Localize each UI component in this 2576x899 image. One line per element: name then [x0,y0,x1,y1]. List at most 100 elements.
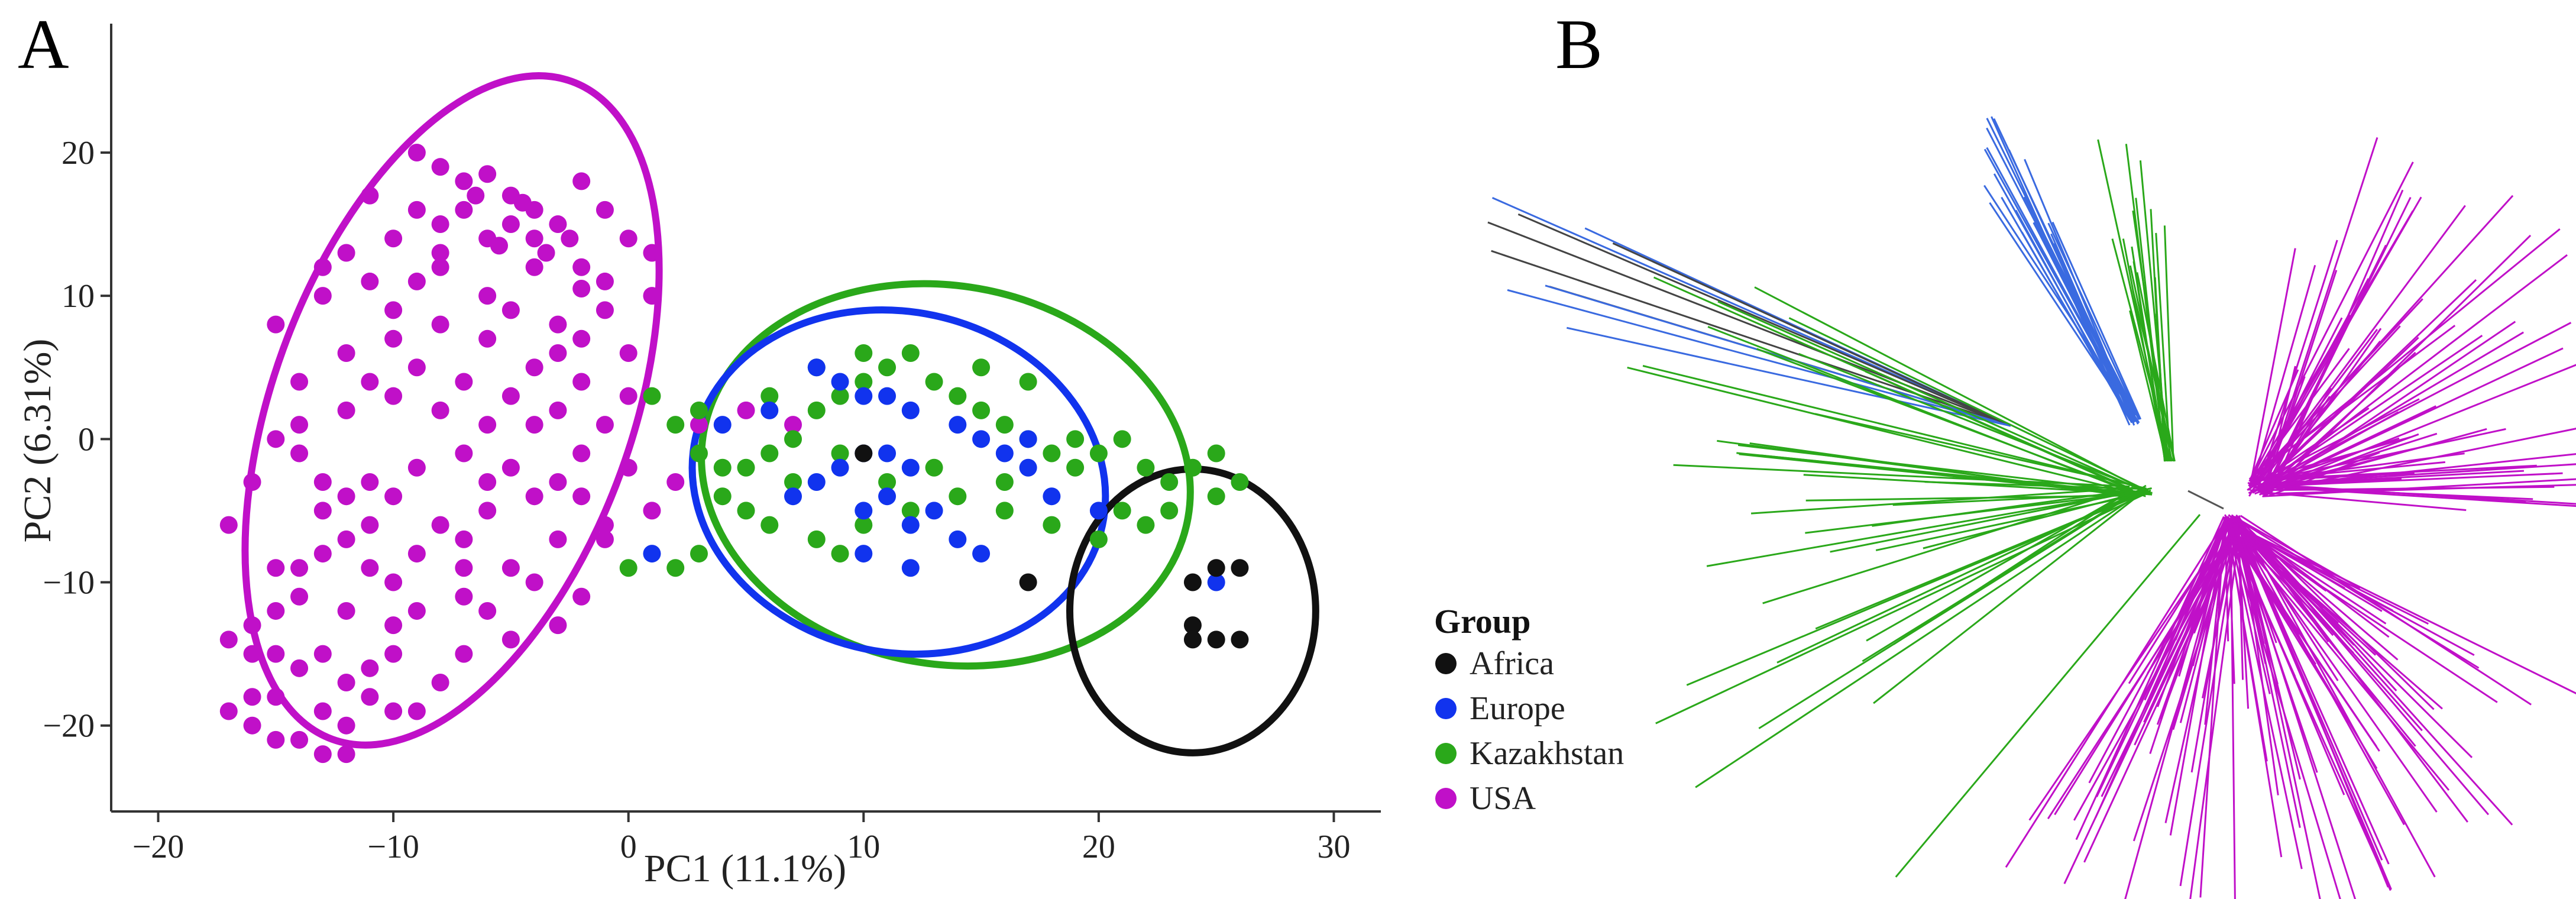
tree-branch-kazakhstan [1873,491,2143,704]
y-tick-label: −20 [43,708,95,745]
point-usa [572,444,591,463]
point-usa [243,473,261,491]
tree-branch-usa [2223,519,2576,694]
point-usa [337,487,355,506]
legend-swatch-africa [1435,653,1457,674]
point-kazakhstan [1207,487,1225,506]
point-kazakhstan [855,516,873,534]
point-kazakhstan [1160,473,1179,491]
point-usa [219,516,238,534]
tree-branch-kazakhstan [1788,317,2147,491]
tree-branch-usa [2254,317,2343,487]
point-usa [455,444,473,463]
tree-branch-kazakhstan [1750,487,2137,515]
point-kazakhstan [713,458,732,477]
point-europe [1019,430,1037,448]
point-kazakhstan [995,473,1014,491]
point-kazakhstan [1231,473,1249,491]
point-usa [431,401,449,419]
point-usa [267,688,285,706]
tree-branch-kazakhstan [2163,225,2174,462]
ellipse-europe [688,306,1109,658]
point-usa [267,730,285,749]
point-europe [831,458,849,477]
tree-branch-kazakhstan [1695,489,2145,788]
point-usa [313,745,332,764]
point-usa [384,702,403,720]
tree-branch-usa [2266,428,2576,493]
tree-branch-usa [2264,234,2532,497]
point-usa [407,545,426,563]
point-europe [972,430,991,448]
point-usa [501,458,520,477]
point-usa [361,272,379,290]
point-europe [1043,487,1061,506]
point-kazakhstan [901,344,920,363]
tree-branch-kazakhstan [1627,367,2144,497]
point-europe [784,487,802,506]
point-usa [784,416,802,434]
tree-branch-usa [2232,525,2342,632]
point-usa [431,158,449,176]
pca-scatter-plot: −20 −10 0 10 20 30 −20 −10 0 10 20 PC1 (11.1%) PC… [16,24,1381,890]
tree-branch-usa [2231,525,2429,625]
point-kazakhstan [690,401,708,419]
point-kazakhstan [831,387,849,405]
point-usa [384,645,403,663]
y-axis-title: PC2 (6.31%) [16,339,59,543]
tree-branch-usa [2224,514,2378,769]
point-africa [1183,630,1202,649]
point-kazakhstan [972,401,991,419]
point-kazakhstan [1113,430,1131,448]
tree-branch-usa [2267,335,2483,482]
point-usa [384,573,403,591]
point-usa [243,645,261,663]
point-usa [455,645,473,663]
tree-branch-usa [2189,520,2242,899]
tree-branch-kazakhstan [1642,365,2147,490]
tree-branch-usa [2179,520,2240,887]
legend-swatch-europe [1435,698,1457,719]
tree-branch-usa [2236,522,2390,865]
y-ticks: −20 −10 0 10 20 [43,135,111,745]
point-usa [337,530,355,548]
point-usa [455,201,473,219]
legend-label-kazakhstan: Kazakhstan [1470,735,1624,772]
point-kazakhstan [1043,444,1061,463]
tree-branch-usa [2237,518,2480,669]
point-usa [407,702,426,720]
point-kazakhstan [1089,444,1108,463]
point-usa [431,215,449,234]
point-europe [760,401,779,419]
point-usa [337,602,355,620]
point-usa [619,458,637,477]
point-usa [643,287,661,305]
point-europe [807,473,826,491]
point-usa [337,716,355,735]
point-europe [855,387,873,405]
x-tick-label: −20 [132,829,185,865]
tree-branch-europe [1507,289,2011,427]
tree-branch-kazakhstan [1814,413,2135,487]
tree-branch-usa [2202,515,2241,698]
point-usa [407,458,426,477]
point-usa [407,358,426,377]
point-europe [807,358,826,377]
tree-branch-kazakhstan [1754,286,2139,489]
tree-branch-kazakhstan [1762,486,2134,604]
legend-label-europe: Europe [1470,690,1565,727]
point-africa [1231,559,1249,577]
point-usa [549,530,567,548]
point-usa [361,688,379,706]
point-europe [713,416,732,434]
tree-branch-usa [2266,351,2416,490]
tree-branch-usa [2251,264,2316,485]
tree-branch-europe [2046,242,2133,423]
ellipse-kazakhstan [698,280,1194,670]
x-tick-label: 10 [847,829,880,865]
point-usa [525,573,543,591]
point-europe [831,373,849,391]
point-kazakhstan [1207,444,1225,463]
point-usa [267,315,285,334]
